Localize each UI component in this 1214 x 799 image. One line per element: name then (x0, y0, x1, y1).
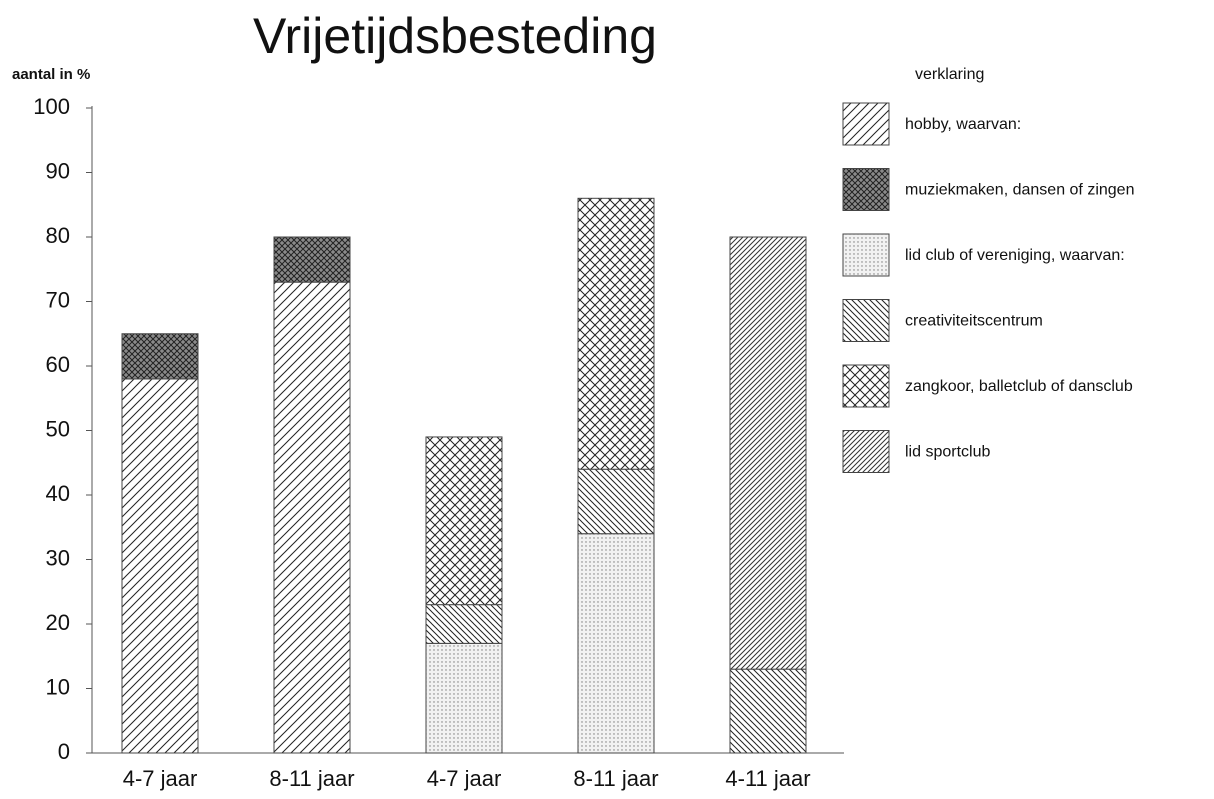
bar-segment (577, 533, 655, 754)
legend-swatch (842, 364, 890, 408)
chart-title: Vrijetijdsbesteding (253, 8, 657, 64)
y-tick-label: 10 (46, 674, 70, 699)
x-tick-label: 4-7 jaar (427, 766, 502, 791)
bar-segment (273, 281, 351, 754)
y-tick-label: 20 (46, 610, 70, 635)
bar-segment (121, 333, 199, 380)
y-axis-label: aantal in % (12, 66, 90, 83)
bar-segment (729, 668, 807, 754)
legend-swatch (842, 299, 890, 342)
bar-segment (425, 642, 503, 754)
bar-segment (577, 468, 655, 535)
legend-title: verklaring (915, 66, 984, 83)
legend-swatch (842, 102, 890, 146)
y-tick-label: 60 (46, 352, 70, 377)
bar-segment (425, 436, 503, 606)
x-tick-label: 8-11 jaar (269, 766, 354, 791)
bar-segment (273, 236, 351, 283)
x-tick-label: 8-11 jaar (573, 766, 658, 791)
legend-label: zangkoor, balletclub of dansclub (905, 378, 1133, 395)
bar-segment (121, 378, 199, 754)
bar-segment (425, 604, 503, 644)
x-tick-label: 4-11 jaar (725, 766, 810, 791)
y-tick-label: 0 (58, 739, 70, 764)
y-tick-label: 40 (46, 481, 70, 506)
legend-label: hobby, waarvan: (905, 116, 1021, 133)
y-tick-label: 50 (46, 416, 70, 441)
bar-segment (577, 197, 655, 470)
x-tick-label: 4-7 jaar (123, 766, 198, 791)
legend-label: muziekmaken, dansen of zingen (905, 182, 1134, 199)
legend-label: lid sportclub (905, 444, 990, 461)
legend-label: lid club of vereniging, waarvan: (905, 247, 1125, 264)
y-tick-label: 80 (46, 223, 70, 248)
bar-segment (729, 236, 807, 670)
legend-swatch (842, 430, 890, 473)
legend-swatch (842, 233, 890, 277)
y-tick-label: 30 (46, 545, 70, 570)
y-tick-label: 100 (33, 94, 70, 119)
legend-swatch (842, 168, 890, 211)
y-tick-label: 70 (46, 287, 70, 312)
legend-label: creativiteitscentrum (905, 313, 1043, 330)
y-tick-label: 90 (46, 158, 70, 183)
